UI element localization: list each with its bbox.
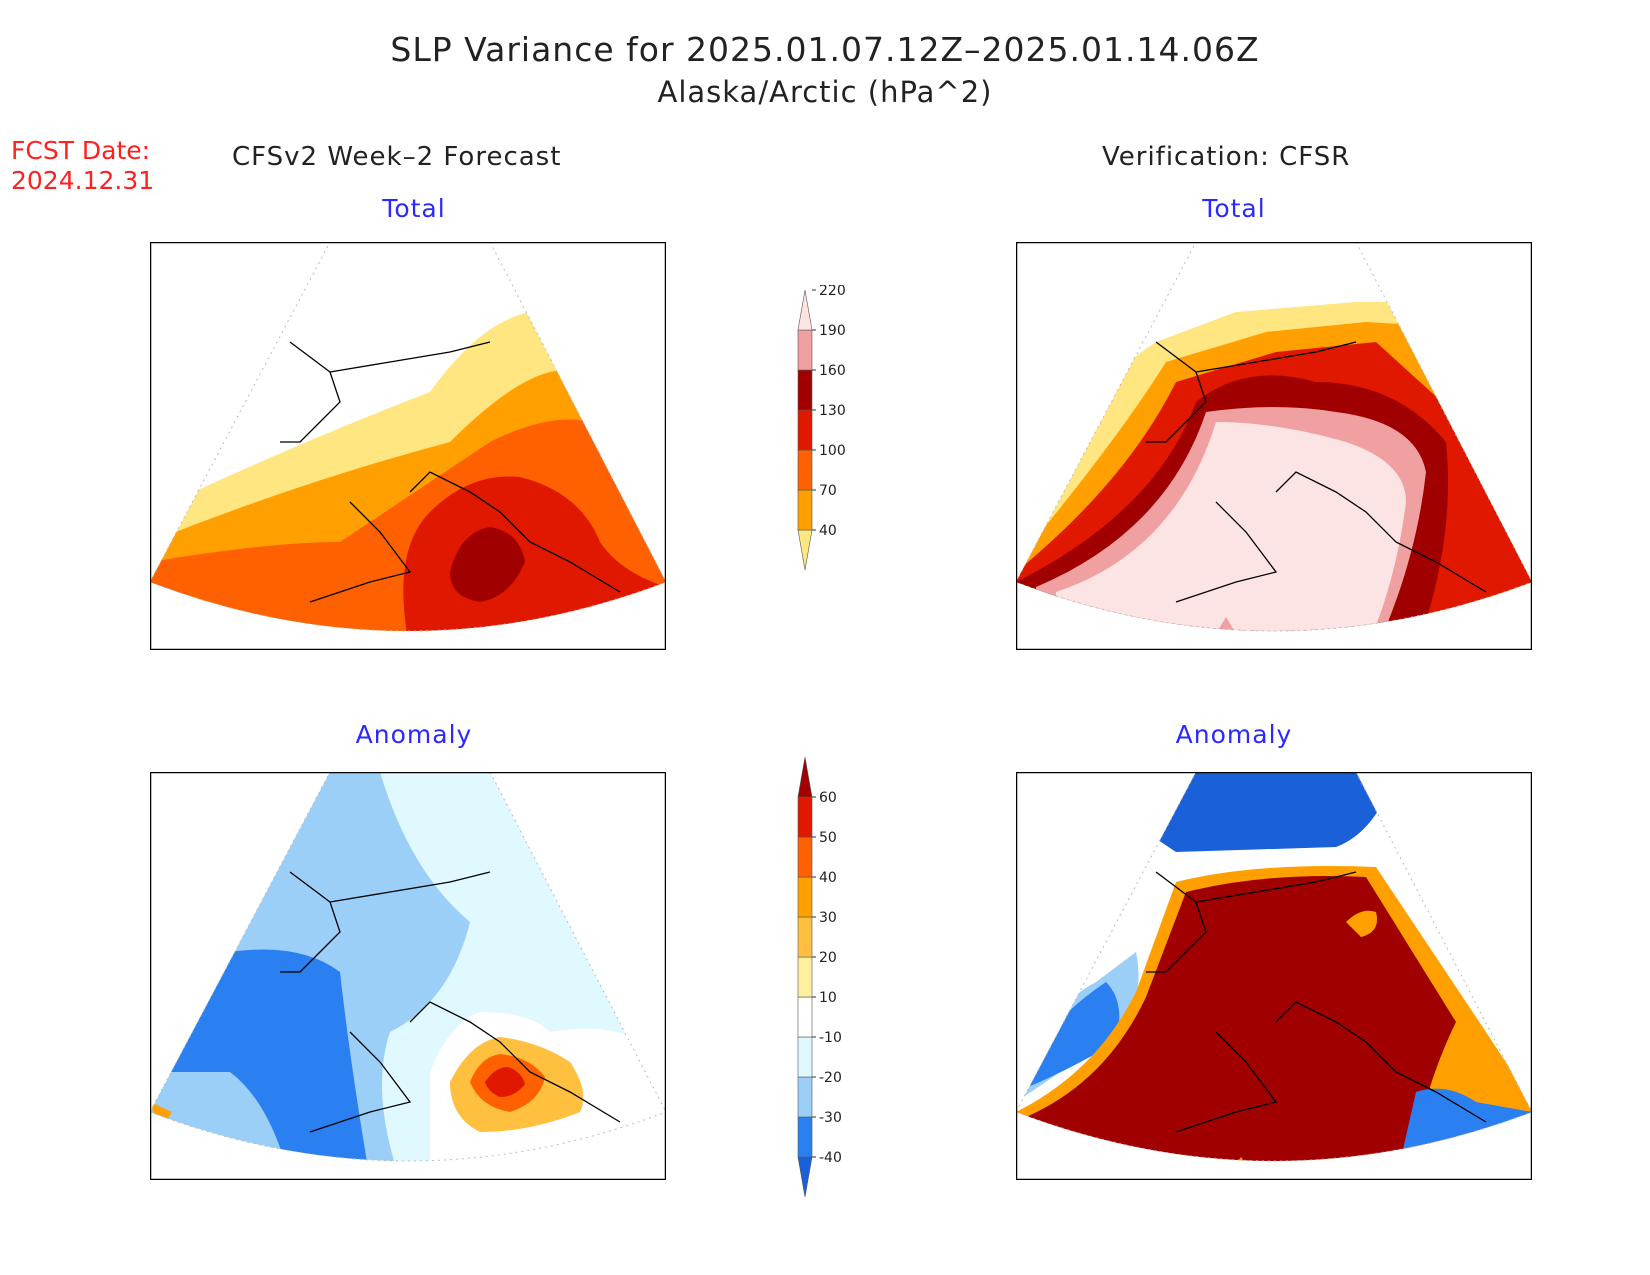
fcst-date-label: FCST Date: <box>11 136 151 165</box>
contour-band <box>1016 982 1120 1092</box>
colorbar-segment <box>797 489 813 531</box>
colorbar-tick-label: 50 <box>819 830 837 846</box>
verification-total-map <box>1016 242 1532 650</box>
verification-total-title: Total <box>1202 194 1266 223</box>
colorbar-tick-label: -30 <box>819 1110 842 1126</box>
coastline <box>280 871 621 1133</box>
total-colorbar: 40 70 100 130 160 190 220 <box>797 285 846 571</box>
colorbar-tick-label: 160 <box>819 363 846 379</box>
colorbar-segment <box>797 529 813 571</box>
forecast-total-title: Total <box>382 194 446 223</box>
colorbar-tick-label: 60 <box>819 790 837 806</box>
colorbar-tick-label: 220 <box>819 285 846 299</box>
colorbar-tick-label: 40 <box>819 523 837 539</box>
coastline <box>1146 341 1487 603</box>
colorbar-segment <box>797 289 813 331</box>
colorbar-segment <box>797 796 813 838</box>
colorbar-tick-label: 20 <box>819 950 837 966</box>
contour-band <box>1146 772 1396 852</box>
forecast-column-heading: CFSv2 Week–2 Forecast <box>232 142 562 172</box>
colorbar-segment <box>797 449 813 491</box>
colorbar-segment <box>797 409 813 451</box>
colorbar-tick-label: 100 <box>819 443 846 459</box>
contour-band <box>450 527 525 602</box>
colorbar-tick-label: 30 <box>819 910 837 926</box>
colorbar-tick-label: -20 <box>819 1070 842 1086</box>
figure-subtitle: Alaska/Arctic (hPa^2) <box>657 75 993 109</box>
verification-anomaly-title: Anomaly <box>1175 720 1293 749</box>
colorbar-segment <box>797 1116 813 1158</box>
colorbar-segment <box>797 756 813 798</box>
forecast-total-map <box>150 242 666 650</box>
colorbar-tick-label: 130 <box>819 403 846 419</box>
colorbar-tick-label: 40 <box>819 870 837 886</box>
colorbar-segment <box>797 876 813 918</box>
colorbar-segment <box>797 1156 813 1198</box>
colorbar-tick-label: 190 <box>819 323 846 339</box>
anomaly-colorbar: -40 -30 -20 -10 10 20 30 40 50 60 <box>797 756 842 1198</box>
fcst-date-value: 2024.12.31 <box>11 166 155 195</box>
contour-band <box>150 949 370 1161</box>
colorbar-tick-label: -40 <box>819 1150 842 1166</box>
colorbar-segment <box>797 916 813 958</box>
verification-column-heading: Verification: CFSR <box>1102 142 1351 172</box>
colorbar-segment <box>797 329 813 371</box>
colorbar-segment <box>797 996 813 1038</box>
contour-band <box>485 1067 525 1097</box>
verification-anomaly-map <box>1016 772 1532 1180</box>
colorbar-tick-label: -10 <box>819 1030 842 1046</box>
colorbar-tick-label: 70 <box>819 483 837 499</box>
contour-band <box>1056 422 1406 631</box>
colorbar-tick-label: 10 <box>819 990 837 1006</box>
coastline <box>1146 871 1487 1133</box>
figure-title: SLP Variance for 2025.01.07.12Z–2025.01.… <box>390 30 1260 69</box>
colorbar-segment <box>797 956 813 998</box>
colorbar-segment <box>797 836 813 878</box>
contour-band <box>1026 876 1456 1161</box>
colorbar-segment <box>797 369 813 411</box>
forecast-anomaly-title: Anomaly <box>355 720 473 749</box>
coastline <box>280 341 621 603</box>
colorbar-segment <box>797 1036 813 1078</box>
colorbar-segment <box>797 1076 813 1118</box>
forecast-anomaly-map <box>150 772 666 1180</box>
